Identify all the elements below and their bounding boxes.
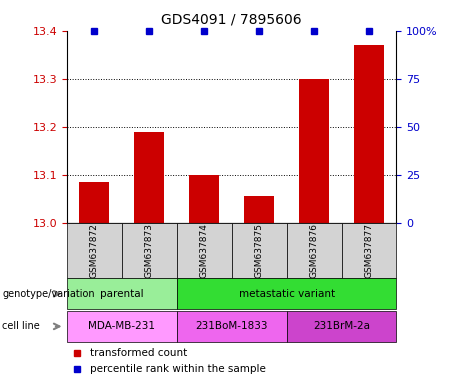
Bar	[177, 223, 231, 278]
Bar	[244, 196, 274, 223]
Text: genotype/variation: genotype/variation	[2, 289, 95, 299]
Text: GSM637874: GSM637874	[200, 223, 209, 278]
Text: metastatic variant: metastatic variant	[238, 289, 335, 299]
Bar	[134, 132, 165, 223]
Bar	[231, 223, 287, 278]
Text: MDA-MB-231: MDA-MB-231	[88, 321, 155, 331]
Text: GSM637873: GSM637873	[145, 223, 154, 278]
Text: GSM637876: GSM637876	[309, 223, 319, 278]
Bar	[299, 79, 329, 223]
Text: 231BrM-2a: 231BrM-2a	[313, 321, 370, 331]
Bar	[287, 223, 342, 278]
Text: parental: parental	[100, 289, 143, 299]
Bar	[287, 311, 396, 342]
Title: GDS4091 / 7895606: GDS4091 / 7895606	[161, 13, 302, 27]
Bar	[67, 311, 177, 342]
Text: cell line: cell line	[2, 321, 40, 331]
Text: GSM637877: GSM637877	[365, 223, 373, 278]
Bar	[354, 45, 384, 223]
Bar	[79, 182, 109, 223]
Bar	[177, 278, 396, 309]
Text: percentile rank within the sample: percentile rank within the sample	[90, 364, 266, 374]
Text: 231BoM-1833: 231BoM-1833	[195, 321, 268, 331]
Bar	[67, 223, 122, 278]
Text: GSM637872: GSM637872	[90, 223, 99, 278]
Bar	[67, 278, 177, 309]
Bar	[189, 175, 219, 223]
Bar	[342, 223, 396, 278]
Bar	[122, 223, 177, 278]
Text: transformed count: transformed count	[90, 348, 187, 358]
Text: GSM637875: GSM637875	[254, 223, 264, 278]
Bar	[177, 311, 287, 342]
